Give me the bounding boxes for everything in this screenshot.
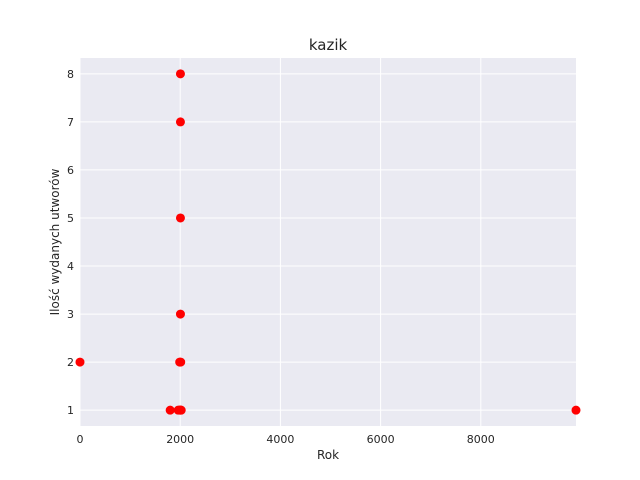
data-point: [175, 69, 185, 79]
x-tick-label: 0: [77, 433, 84, 446]
y-tick-label: 1: [67, 404, 74, 417]
data-point: [571, 405, 581, 415]
data-point: [165, 405, 175, 415]
data-point: [175, 309, 185, 319]
x-axis-label: Rok: [317, 448, 339, 462]
y-tick-labels: 1 2 3 4 5 6 7 8: [67, 68, 74, 417]
data-points: [75, 69, 581, 415]
plot-area: [80, 58, 576, 426]
x-tick-label: 8000: [467, 433, 495, 446]
chart-title: kazik: [309, 36, 348, 54]
y-tick-label: 7: [67, 116, 74, 129]
y-tick-label: 4: [67, 260, 74, 273]
x-tick-label: 2000: [166, 433, 194, 446]
x-tick-label: 4000: [266, 433, 294, 446]
y-tick-label: 2: [67, 356, 74, 369]
grid-lines: [79, 58, 576, 426]
data-point: [176, 405, 186, 415]
y-axis-label: Ilość wydanych utworów: [48, 168, 62, 315]
data-point: [176, 357, 186, 367]
data-point: [75, 357, 85, 367]
y-tick-label: 6: [67, 164, 74, 177]
x-tick-labels: 0 2000 4000 6000 8000: [77, 433, 495, 446]
y-tick-label: 5: [67, 212, 74, 225]
y-tick-label: 8: [67, 68, 74, 81]
y-tick-label: 3: [67, 308, 74, 321]
x-tick-label: 6000: [367, 433, 395, 446]
data-point: [175, 213, 185, 223]
data-point: [175, 117, 185, 127]
